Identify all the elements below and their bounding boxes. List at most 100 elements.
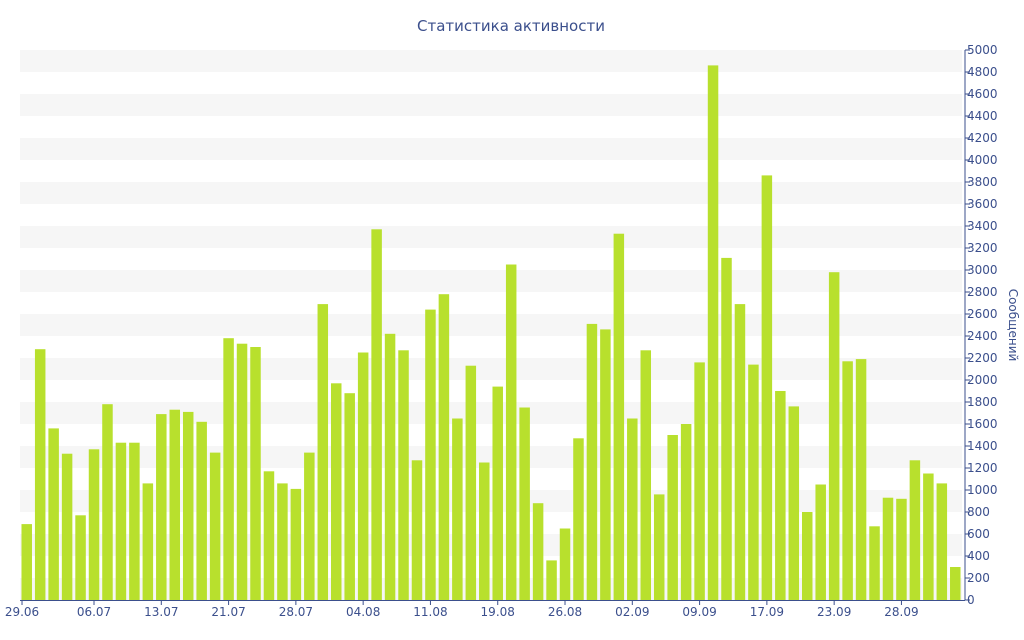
bar: [573, 438, 584, 600]
y-tick-label: 800: [967, 505, 990, 519]
bar: [398, 350, 409, 600]
y-tick-label: 3400: [967, 219, 998, 233]
bar: [236, 343, 248, 600]
bar: [479, 462, 490, 600]
bar: [290, 488, 302, 600]
bar: [519, 407, 530, 600]
y-tick-label: 4400: [967, 109, 998, 123]
y-tick-label: 2000: [967, 373, 998, 387]
y-tick-label: 2200: [967, 351, 998, 365]
y-tick-label: 3800: [967, 175, 998, 189]
y-tick-label: 4200: [967, 131, 998, 145]
bar: [182, 411, 194, 600]
bar: [855, 359, 867, 600]
bar: [775, 391, 786, 600]
bar: [950, 567, 961, 600]
bar: [465, 365, 477, 600]
x-tick-label: 26.08: [548, 605, 582, 619]
bar: [277, 483, 288, 600]
bar: [505, 264, 517, 600]
x-tick-label: 23.09: [817, 605, 851, 619]
bar: [317, 304, 329, 600]
bar: [156, 414, 167, 600]
y-tick-label: 1800: [967, 395, 998, 409]
bar: [909, 460, 921, 600]
x-tick-label: 06.07: [77, 605, 111, 619]
bar: [384, 333, 396, 600]
bar: [936, 483, 948, 600]
bar: [411, 460, 423, 600]
y-tick-label: 3600: [967, 197, 998, 211]
bar: [263, 471, 275, 600]
grid-band: [20, 270, 962, 292]
bar: [61, 453, 73, 600]
bar: [586, 323, 598, 600]
y-tick-label: 3200: [967, 241, 998, 255]
bar: [115, 442, 127, 600]
y-tick-label: 2400: [967, 329, 998, 343]
bar: [721, 257, 732, 600]
bar: [129, 442, 140, 600]
bar: [34, 349, 46, 600]
bar: [142, 483, 154, 600]
y-tick-label: 5000: [967, 43, 998, 57]
y-tick-label: 1600: [967, 417, 998, 431]
bar: [209, 452, 221, 600]
y-tick-label: 3000: [967, 263, 998, 277]
x-tick-label: 29.06: [5, 605, 39, 619]
bar: [492, 386, 503, 600]
bar: [788, 406, 800, 600]
bar: [250, 347, 261, 600]
x-axis: 29.06 06.07 13.07 21.07 28.07 04.08 11.08 19.08…: [5, 600, 965, 619]
bar: [680, 424, 692, 600]
grid-band: [20, 314, 962, 336]
bar: [559, 528, 571, 600]
x-tick-label: 02.09: [615, 605, 649, 619]
x-tick-label: 28.07: [279, 605, 313, 619]
x-tick-label: 04.08: [346, 605, 380, 619]
y-tick-label: 600: [967, 527, 990, 541]
bar: [653, 494, 665, 600]
bar: [694, 362, 705, 600]
grid-band: [20, 226, 962, 248]
y-tick-label: 2600: [967, 307, 998, 321]
bar: [102, 404, 113, 600]
bar: [761, 175, 773, 600]
bar: [882, 497, 894, 600]
chart-title: Статистика активности: [417, 17, 605, 35]
bar: [371, 229, 382, 601]
bar: [815, 484, 826, 600]
grid-band: [20, 358, 962, 380]
bar: [896, 498, 907, 600]
bar: [169, 409, 181, 600]
y-axis: 0 200 400 600 800 1000 1200 1400 1600 1800 2000 220…: [964, 43, 998, 607]
grid-band: [20, 94, 962, 116]
bar: [828, 272, 840, 600]
bar: [923, 473, 934, 600]
x-tick-label: 09.09: [682, 605, 716, 619]
y-tick-label: 4800: [967, 65, 998, 79]
y-tick-label: 1000: [967, 483, 998, 497]
bar: [869, 526, 880, 600]
bar: [48, 428, 59, 600]
grid-band: [20, 182, 962, 204]
y-tick-label: 400: [967, 549, 990, 563]
bar: [707, 65, 719, 600]
bars-group: [21, 65, 961, 601]
x-tick-label: 21.07: [211, 605, 245, 619]
bar: [801, 512, 813, 600]
bar: [842, 361, 853, 600]
bar: [667, 435, 678, 600]
bar: [88, 449, 100, 600]
y-axis-label: Сообщений: [1006, 289, 1020, 362]
bar: [613, 233, 625, 600]
y-tick-label: 4600: [967, 87, 998, 101]
bar: [196, 421, 207, 600]
bar: [357, 352, 369, 600]
grid-band: [20, 138, 962, 160]
y-tick-label: 0: [967, 593, 975, 607]
bar: [627, 418, 638, 600]
bar: [600, 329, 611, 600]
bar: [344, 393, 355, 600]
